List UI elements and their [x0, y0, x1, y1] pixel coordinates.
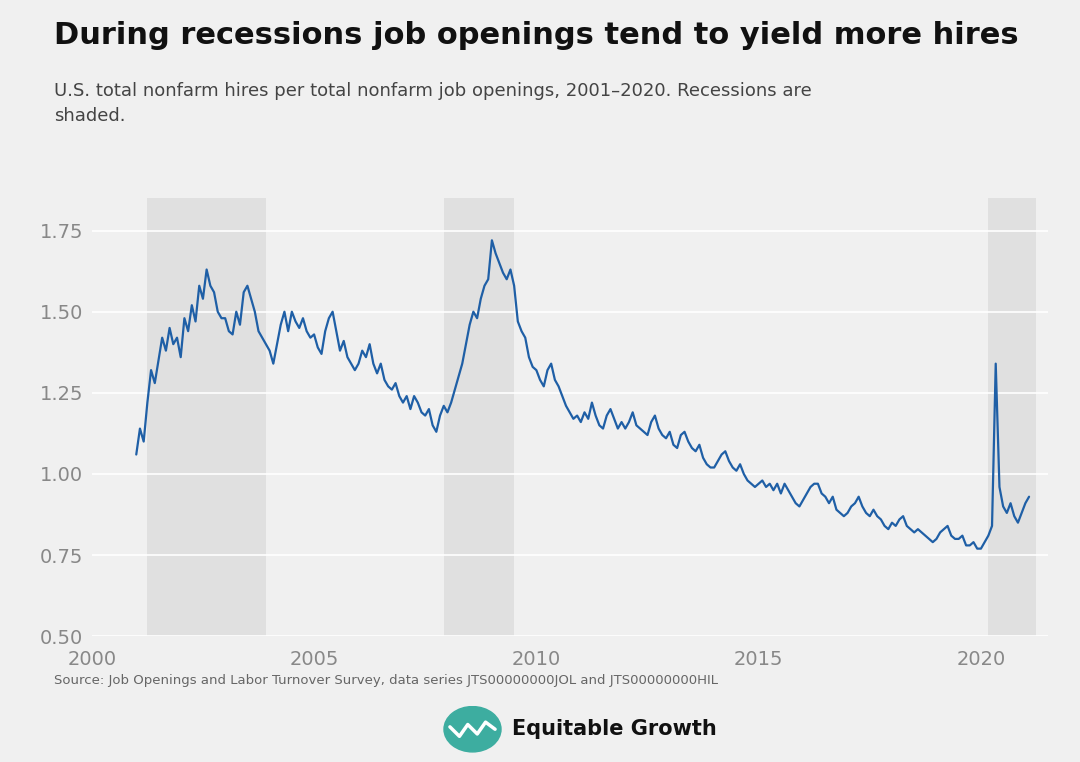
- Bar: [147, 198, 266, 636]
- Bar: [444, 198, 514, 636]
- Text: Source: Job Openings and Labor Turnover Survey, data series JTS00000000JOL and J: Source: Job Openings and Labor Turnover …: [54, 674, 718, 687]
- Text: U.S. total nonfarm hires per total nonfarm job openings, 2001–2020. Recessions a: U.S. total nonfarm hires per total nonfa…: [54, 82, 812, 124]
- Text: During recessions job openings tend to yield more hires: During recessions job openings tend to y…: [54, 21, 1018, 50]
- Text: Equitable Growth: Equitable Growth: [512, 719, 717, 739]
- Circle shape: [444, 706, 501, 752]
- Bar: [988, 198, 1037, 636]
